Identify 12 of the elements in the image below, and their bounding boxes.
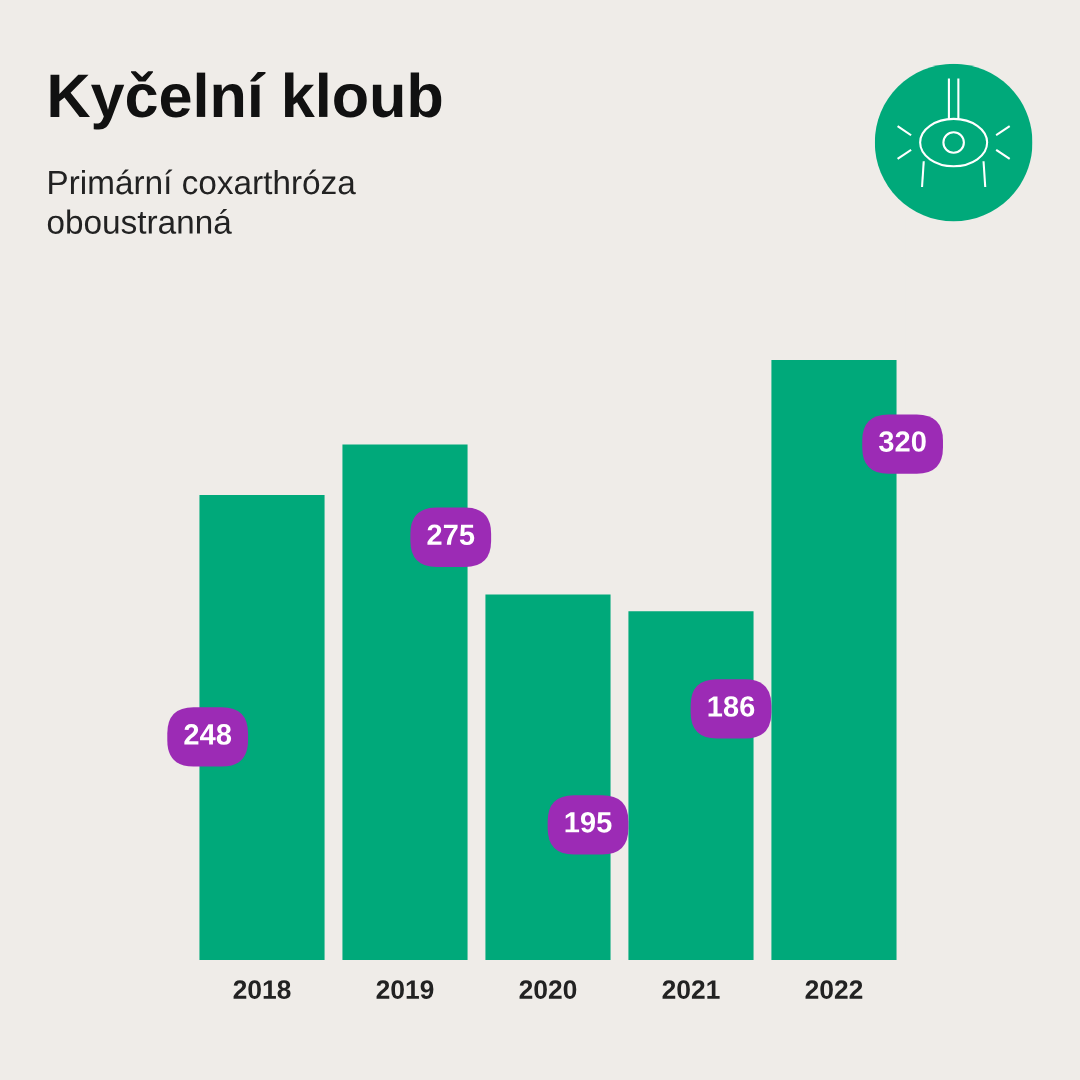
data-label: 320 [878, 431, 926, 452]
x-tick-label: 2018 [233, 980, 291, 999]
data-label: 248 [184, 724, 232, 745]
chart-subtitle: Primární coxarthróza oboustranná [47, 169, 356, 234]
data-label: 275 [427, 524, 475, 546]
x-tick-label: 2022 [805, 980, 863, 999]
x-tick-label: 2021 [662, 980, 720, 999]
chart-title: Kyčelní kloub [50, 71, 442, 130]
data-label: 195 [565, 811, 612, 833]
x-tick-label: 2019 [376, 980, 434, 999]
data-label: 186 [708, 696, 755, 717]
x-tick-label: 2020 [519, 980, 577, 999]
